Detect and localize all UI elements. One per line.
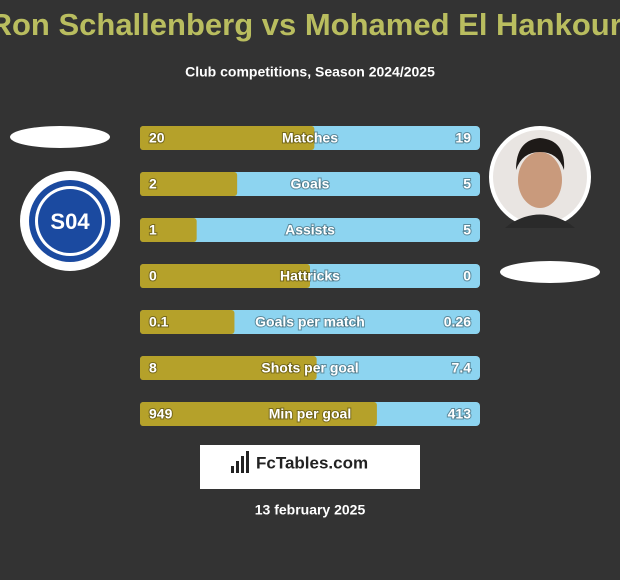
left-value: 0.1 [149, 314, 169, 330]
stat-label: Hattricks [280, 268, 340, 284]
stat-label: Goals [291, 176, 330, 192]
left-bar [140, 218, 197, 242]
right-value: 5 [463, 222, 471, 238]
face [518, 152, 562, 208]
left-ellipse [10, 126, 110, 148]
stat-label: Goals per match [255, 314, 365, 330]
right-value: 5 [463, 176, 471, 192]
left-value: 8 [149, 360, 157, 376]
right-value: 19 [455, 130, 471, 146]
right-player-photo [489, 126, 591, 228]
left-club-logo: S04 [20, 171, 120, 271]
icon-bar [246, 451, 249, 473]
left-bar [140, 310, 235, 334]
icon-bar [231, 466, 234, 473]
brand: FcTables.com [256, 453, 368, 472]
left-bar [140, 126, 315, 150]
right-value: 7.4 [452, 360, 472, 376]
stat-label: Shots per goal [261, 360, 358, 376]
left-value: 949 [149, 406, 173, 422]
stat-label: Matches [282, 130, 338, 146]
hair [516, 138, 565, 170]
right-value: 0 [463, 268, 471, 284]
left-value: 2 [149, 176, 157, 192]
right-value: 0.26 [444, 314, 471, 330]
logo-text: S04 [50, 209, 90, 234]
left-value: 0 [149, 268, 157, 284]
date: 13 february 2025 [255, 502, 366, 518]
icon-bar [236, 461, 239, 473]
left-bar [140, 172, 238, 196]
shirt [505, 214, 575, 228]
left-value: 1 [149, 222, 157, 238]
right-ellipse [500, 261, 600, 283]
right-value: 413 [448, 406, 472, 422]
left-value: 20 [149, 130, 165, 146]
left-bar [140, 356, 317, 380]
left-bar [140, 264, 310, 288]
right-bar [140, 218, 480, 242]
brand-icon [231, 451, 249, 473]
icon-bar [241, 456, 244, 473]
title: Ron Schallenberg vs Mohamed El Hankouri [0, 7, 620, 42]
left-bar [140, 402, 377, 426]
subtitle: Club competitions, Season 2024/2025 [185, 64, 435, 80]
logo-core [38, 189, 102, 253]
stat-label: Assists [285, 222, 335, 238]
stat-label: Min per goal [269, 406, 351, 422]
